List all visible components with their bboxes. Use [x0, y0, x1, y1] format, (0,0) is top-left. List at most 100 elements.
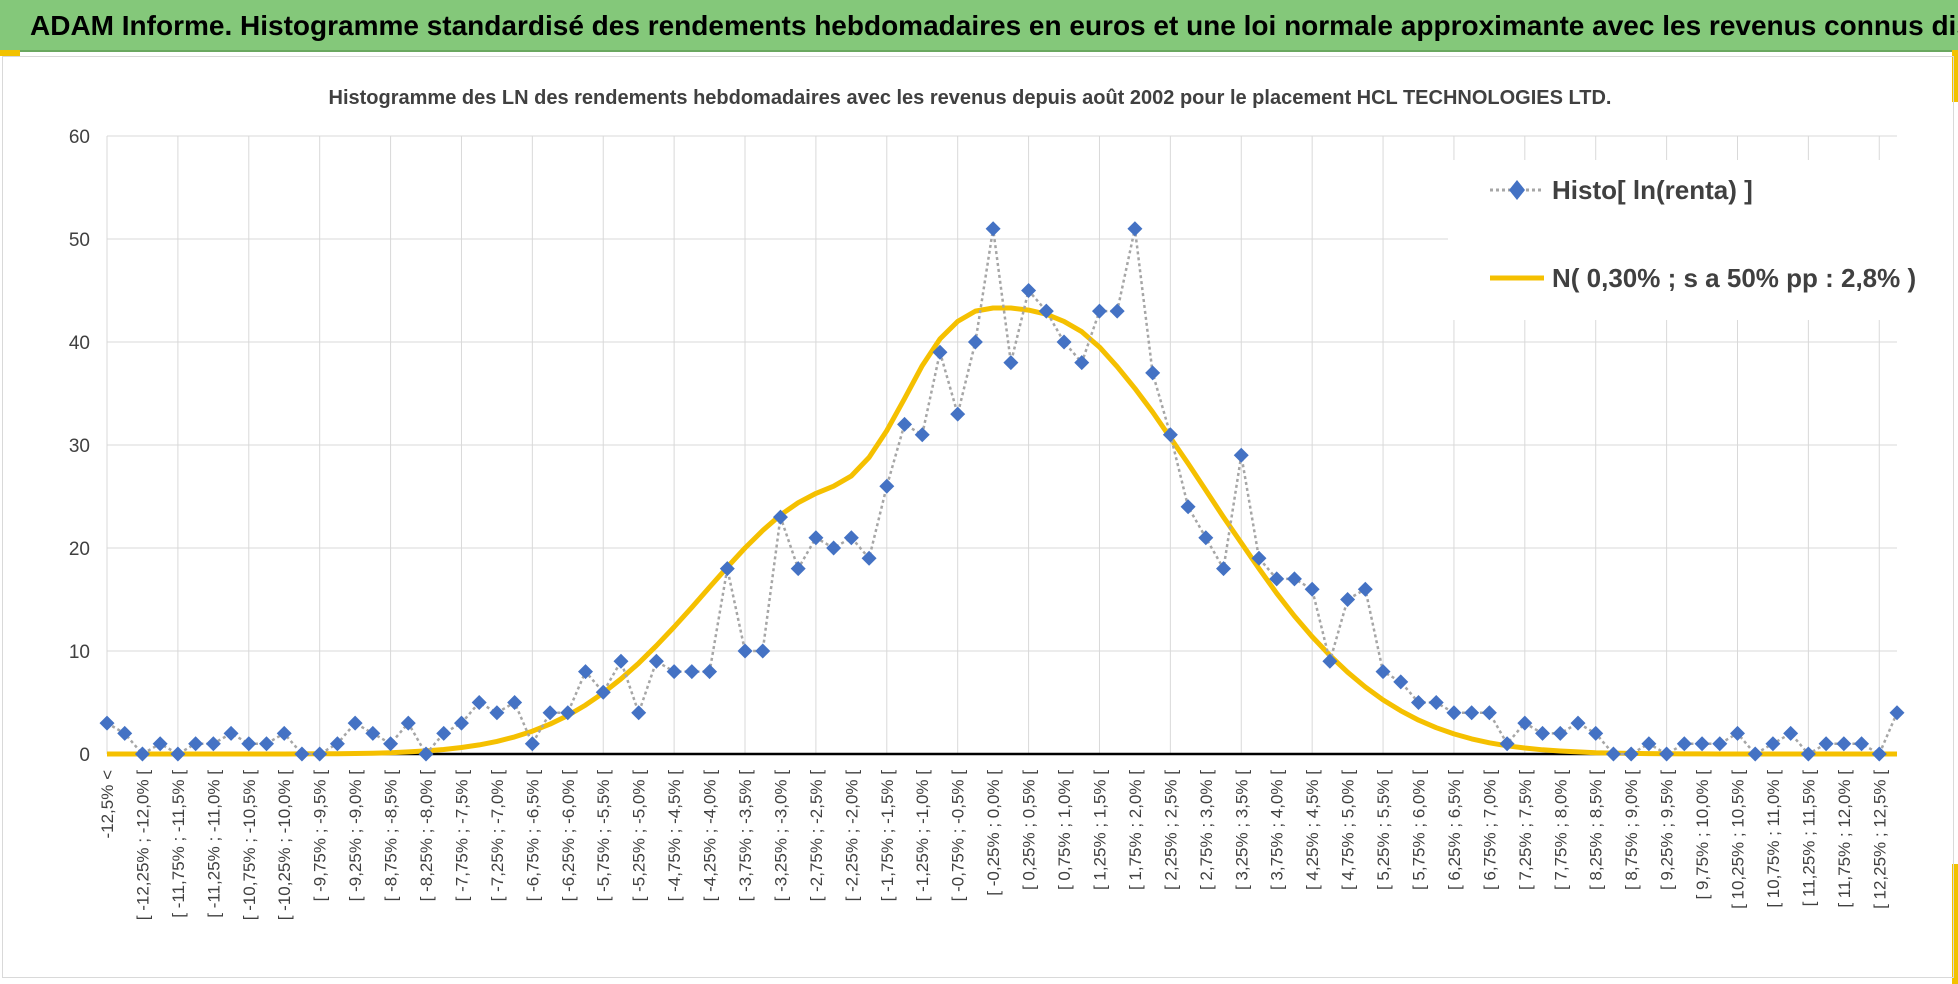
histogram-point: [1588, 725, 1604, 741]
y-tick-label: 10: [69, 642, 90, 663]
x-tick-label: [ -10,25% ; -10,0% [: [275, 770, 294, 921]
x-tick-label: [ -6,25% ; -6,0% [: [559, 770, 578, 902]
histogram-point: [861, 550, 877, 566]
histogram-point: [347, 715, 363, 731]
x-tick-label: [ -10,75% ; -10,5% [: [240, 770, 259, 921]
x-tick-label: [ -1,75% ; -1,5% [: [878, 770, 897, 902]
histogram-point: [1340, 592, 1356, 607]
histogram-point: [1198, 530, 1214, 546]
histogram-point: [613, 653, 629, 669]
histogram-point: [1393, 674, 1409, 690]
histogram-point: [1854, 736, 1870, 752]
histogram-point: [524, 736, 540, 752]
normal-curve: [107, 305, 1897, 757]
histogram-point: [312, 746, 328, 762]
x-tick-label: [ 0,75% ; 1,0% [: [1055, 770, 1074, 890]
x-axis-ticks: -12,5% < [ -12,25% ; -12,0% [[ -11,75% ; …: [98, 770, 1889, 921]
histogram-point: [1605, 746, 1621, 762]
x-tick-label: [ -9,75% ; -9,5% [: [311, 770, 330, 902]
histogram-point: [1269, 571, 1285, 587]
histogram-point: [648, 653, 664, 669]
x-tick-label: [ 3,25% ; 3,5% [: [1232, 770, 1251, 890]
histogram-point: [1836, 736, 1852, 752]
histogram-point: [1747, 746, 1763, 762]
histogram-point: [1021, 283, 1037, 298]
histogram-point: [134, 746, 150, 762]
x-tick-label: [ 5,75% ; 6,0% [: [1409, 770, 1428, 890]
x-tick-label: [ 6,25% ; 6,5% [: [1445, 770, 1464, 890]
x-tick-label: -12,5% <: [98, 770, 117, 839]
histogram-point: [294, 746, 310, 762]
corner-accent-bottom-right: [1952, 864, 1958, 984]
x-tick-label: [ -9,25% ; -9,0% [: [346, 770, 365, 902]
histogram-point: [329, 736, 345, 752]
histogram-point: [1552, 725, 1568, 741]
histogram-point: [1535, 725, 1551, 741]
chart-title: Histogramme des LN des rendements hebdom…: [329, 87, 1612, 109]
histogram-point: [507, 695, 523, 710]
x-tick-label: [ 11,25% ; 11,5% [: [1799, 770, 1818, 907]
histogram-point: [400, 715, 416, 731]
y-tick-label: 40: [69, 333, 90, 354]
x-tick-label: [ 7,75% ; 8,0% [: [1551, 770, 1570, 890]
x-tick-label: [ 2,75% ; 3,0% [: [1197, 770, 1216, 890]
histogram-point: [1375, 664, 1391, 680]
legend-histo-marker: [1509, 180, 1525, 200]
y-tick-label: 60: [69, 127, 90, 148]
histogram-point: [1481, 705, 1497, 721]
x-tick-label: [ 0,25% ; 0,5% [: [1020, 770, 1039, 890]
histogram-point: [578, 664, 594, 680]
x-tick-label: [ 1,75% ; 2,0% [: [1126, 770, 1145, 890]
x-tick-label: [ 6,75% ; 7,0% [: [1480, 770, 1499, 890]
x-tick-label: [ -4,25% ; -4,0% [: [701, 770, 720, 902]
x-tick-label: [ 4,25% ; 4,5% [: [1303, 770, 1322, 890]
histogram-point: [188, 736, 204, 752]
histogram-point: [666, 664, 682, 680]
histogram-point: [967, 334, 983, 350]
histogram-point: [1251, 550, 1267, 566]
histogram-point: [1446, 705, 1462, 721]
histogram-point: [152, 736, 168, 752]
histogram-point: [1729, 725, 1745, 741]
x-tick-label: [ 9,25% ; 9,5% [: [1658, 770, 1677, 890]
histogram-point: [737, 643, 753, 659]
histogram-point: [205, 736, 221, 752]
histogram-point: [436, 725, 452, 741]
histogram-point: [1499, 736, 1515, 752]
histogram-point: [932, 344, 948, 360]
y-tick-label: 20: [69, 539, 90, 560]
histogram-point: [1357, 581, 1373, 597]
histogram-point: [99, 715, 115, 731]
histogram-point: [950, 406, 966, 422]
x-tick-label: [ 12,25% ; 12,5% [: [1870, 770, 1889, 909]
histogram-point: [702, 664, 718, 680]
histogram-point: [985, 221, 1001, 237]
x-tick-label: [ 9,75% ; 10,0% [: [1693, 770, 1712, 900]
x-tick-label: [ -8,75% ; -8,5% [: [382, 770, 401, 902]
histogram-point: [560, 705, 576, 721]
histogram-point: [223, 725, 239, 741]
x-tick-label: [ 4,75% ; 5,0% [: [1339, 770, 1358, 890]
x-tick-label: [ -12,25% ; -12,0% [: [133, 770, 152, 921]
y-tick-label: 30: [69, 436, 90, 457]
histogram-point: [1765, 736, 1781, 752]
histogram-point: [1783, 725, 1799, 741]
x-tick-label: [ 8,25% ; 8,5% [: [1587, 770, 1606, 890]
x-tick-label: [ -7,75% ; -7,5% [: [452, 770, 471, 902]
histogram-point: [453, 715, 469, 731]
histogram-point: [755, 643, 771, 659]
histogram-point: [170, 746, 186, 762]
x-tick-label: [ -1,25% ; -1,0% [: [913, 770, 932, 902]
histogram-point: [1109, 303, 1125, 319]
x-tick-label: [ -6,75% ; -6,5% [: [523, 770, 542, 902]
histogram-point: [1127, 221, 1143, 237]
x-tick-label: [ 10,75% ; 11,0% [: [1764, 770, 1783, 908]
x-tick-label: [ -11,25% ; -11,0% [: [204, 770, 223, 918]
histogram-series-layer: [99, 221, 1905, 762]
x-tick-label: [ -2,75% ; -2,5% [: [807, 770, 826, 902]
histogram-point: [1322, 653, 1338, 669]
histogram-point: [1871, 746, 1887, 762]
x-tick-label: [ 5,25% ; 5,5% [: [1374, 770, 1393, 890]
histogram-point: [1800, 746, 1816, 762]
